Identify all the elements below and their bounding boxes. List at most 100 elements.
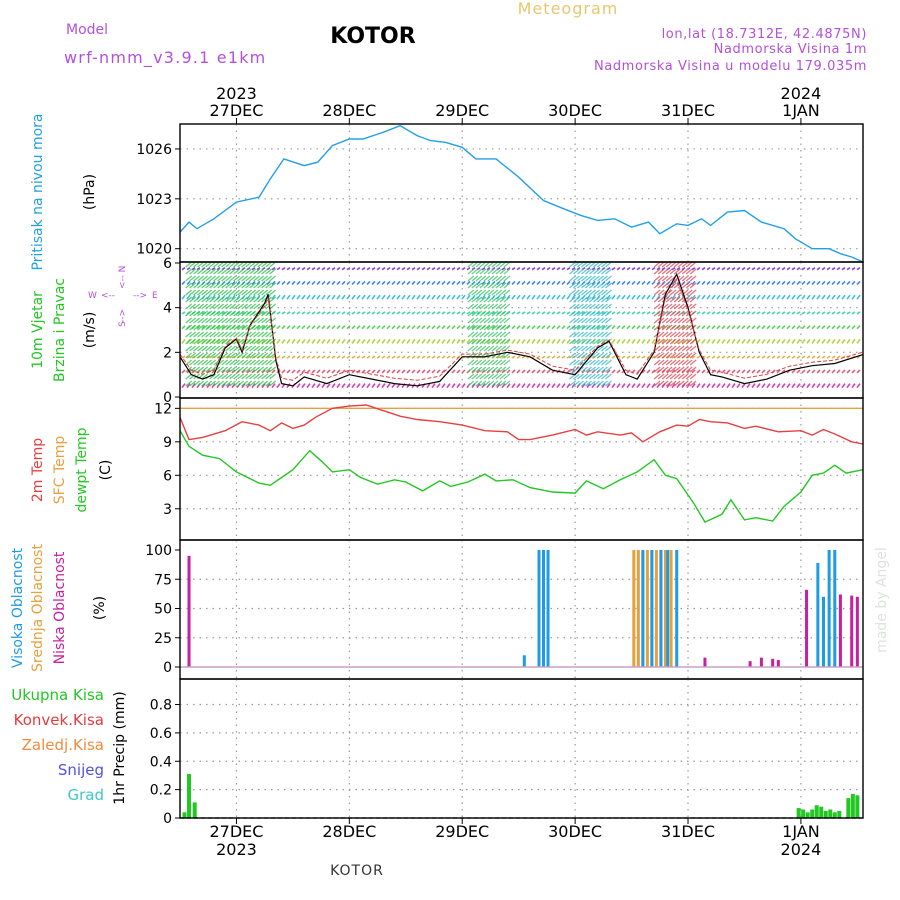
dewpt-line <box>179 430 864 523</box>
total_precip-bar <box>846 798 851 818</box>
altitude-label: Nadmorska Visina 1m <box>714 42 867 57</box>
top-time-axis: 27DEC 28DEC 29DEC 30DEC 31DEC 1JAN 2023 2024 <box>209 84 821 124</box>
pressure-unit: (hPa) <box>82 174 98 210</box>
mid_cloud-bar <box>669 550 673 667</box>
top-day-label: 29DEC <box>435 101 489 120</box>
top-day-label: 31DEC <box>661 101 715 120</box>
compass-right-arrow: --> <box>133 291 147 301</box>
wind-barb-row <box>181 355 861 359</box>
panel-clouds: 0 25 50 75 100 <box>145 539 864 680</box>
y-tick-label: 12 <box>154 401 172 417</box>
temp2m-title: 2m Temp <box>30 438 46 502</box>
high_cloud-bar <box>641 550 645 667</box>
y-tick-label: 2 <box>163 345 172 361</box>
low_cloud-bar <box>805 589 809 667</box>
wind-barb-cluster <box>467 261 511 387</box>
legend-snow: Snijeg <box>58 761 104 779</box>
total_precip-bar <box>801 809 806 818</box>
high_cloud-bar <box>650 550 654 667</box>
compass-north: N <box>118 266 128 273</box>
model-name: wrf-nmm_v3.9.1 e1km <box>64 48 266 68</box>
compass-south: S <box>118 321 128 327</box>
high_cloud-bar <box>675 550 679 667</box>
low_cloud-bar <box>771 658 775 667</box>
low_cloud-bar <box>748 661 752 667</box>
precip-unit: (mm) <box>112 691 128 729</box>
compass-east: E <box>152 291 158 301</box>
high_cloud-bar <box>666 550 670 667</box>
mid_cloud-bar <box>636 550 640 667</box>
y-tick-label: 3 <box>163 502 172 518</box>
y-tick-label: 0.2 <box>150 783 172 799</box>
total_precip-bar <box>823 810 828 818</box>
total_precip-bar <box>855 795 860 818</box>
temp2m-line <box>179 404 864 445</box>
wind-barb-row <box>181 338 861 344</box>
y-tick-label: 0.8 <box>150 698 172 714</box>
high_cloud-bar <box>537 550 541 667</box>
wind-compass: <-- --> N S W <-- --> E <box>88 266 158 327</box>
total_precip-bar <box>828 809 833 818</box>
bottom-day-label: 27DEC <box>209 822 263 841</box>
y-tick-label: 0 <box>163 660 172 676</box>
top-day-label: 28DEC <box>322 101 376 120</box>
top-year-label: 2024 <box>781 84 822 103</box>
high-cloud-title: Visoka Oblacnost <box>10 547 26 668</box>
wind-barb-row <box>181 280 861 286</box>
mid_cloud-bar <box>663 550 667 667</box>
wind-title: 10m Vjetar <box>30 291 46 369</box>
high_cloud-bar <box>821 596 825 667</box>
top-day-label: 27DEC <box>209 101 263 120</box>
y-tick-label: 0 <box>163 811 172 827</box>
y-tick-label: 4 <box>163 301 172 317</box>
cloud-axis-titles: Visoka Oblacnost Srednja Oblacnost Niska… <box>10 544 108 672</box>
lonlat-label: lon,lat (18.7312E, 42.4875N) <box>662 27 867 42</box>
temperature-axis-titles: 2m Temp SFC Temp dewpt Temp (C) <box>30 427 114 512</box>
y-tick-label: 75 <box>154 572 172 588</box>
precip-unit-title: 1hr Precip (mm) <box>112 691 128 804</box>
compass-north-arrow: <-- <box>118 275 128 289</box>
wind-barb-cluster <box>569 261 612 387</box>
precip-title: 1hr Precip <box>112 734 128 805</box>
wind-axis-titles: 10m Vjetar Brzina i Pravac (m/s) <box>30 278 98 382</box>
model-label: Model <box>66 22 108 38</box>
total_precip-bar <box>832 812 837 818</box>
total_precip-bar <box>837 810 842 818</box>
total_precip-bar <box>182 812 187 818</box>
y-tick-label: 50 <box>154 602 172 618</box>
y-tick-label: 0.6 <box>150 726 172 742</box>
low_cloud-bar <box>855 596 859 667</box>
panel-precip: 0 0.2 0.4 0.6 0.8 <box>150 678 864 827</box>
wind-barb-row <box>181 325 861 330</box>
y-tick-label: 1026 <box>136 142 172 158</box>
wind-barb-row <box>181 369 861 374</box>
pressure-title: Pritisak na nivou mora <box>30 113 46 270</box>
model-altitude-label: Nadmorska Visina u modelu 179.035m <box>594 59 867 74</box>
wind-unit: (m/s) <box>82 312 98 349</box>
y-tick-label: 100 <box>145 543 172 559</box>
legend-frozen-precip: Zaledj.Kisa <box>22 736 104 754</box>
y-tick-label: 1023 <box>136 192 172 208</box>
temp-unit: (C) <box>98 460 114 481</box>
total_precip-bar <box>810 809 815 818</box>
bottom-year-label: 2023 <box>216 840 257 859</box>
total_precip-bar <box>814 805 819 818</box>
mid-cloud-title: Srednja Oblacnost <box>30 544 46 672</box>
high_cloud-bar <box>816 562 820 667</box>
station-title: KOTOR <box>330 24 415 49</box>
cloud-unit: (%) <box>92 596 108 620</box>
wind_speed-line <box>179 272 864 387</box>
compass-left-arrow: <-- <box>101 291 115 301</box>
precip-legend: Ukupna Kisa Konvek.Kisa Zaledj.Kisa Snij… <box>11 686 104 804</box>
bottom-day-label: 31DEC <box>661 822 715 841</box>
mid_cloud-bar <box>645 550 649 667</box>
product-title: Meteogram <box>518 0 619 18</box>
high_cloud-bar <box>542 550 546 667</box>
total_precip-bar <box>796 808 801 818</box>
top-day-label: 30DEC <box>548 101 602 120</box>
panels: 102010231026024636912025507510000.20.40.… <box>136 123 864 827</box>
high_cloud-bar <box>827 550 831 667</box>
legend-conv-precip: Konvek.Kisa <box>14 711 104 729</box>
wind-barb-cluster <box>653 261 697 387</box>
